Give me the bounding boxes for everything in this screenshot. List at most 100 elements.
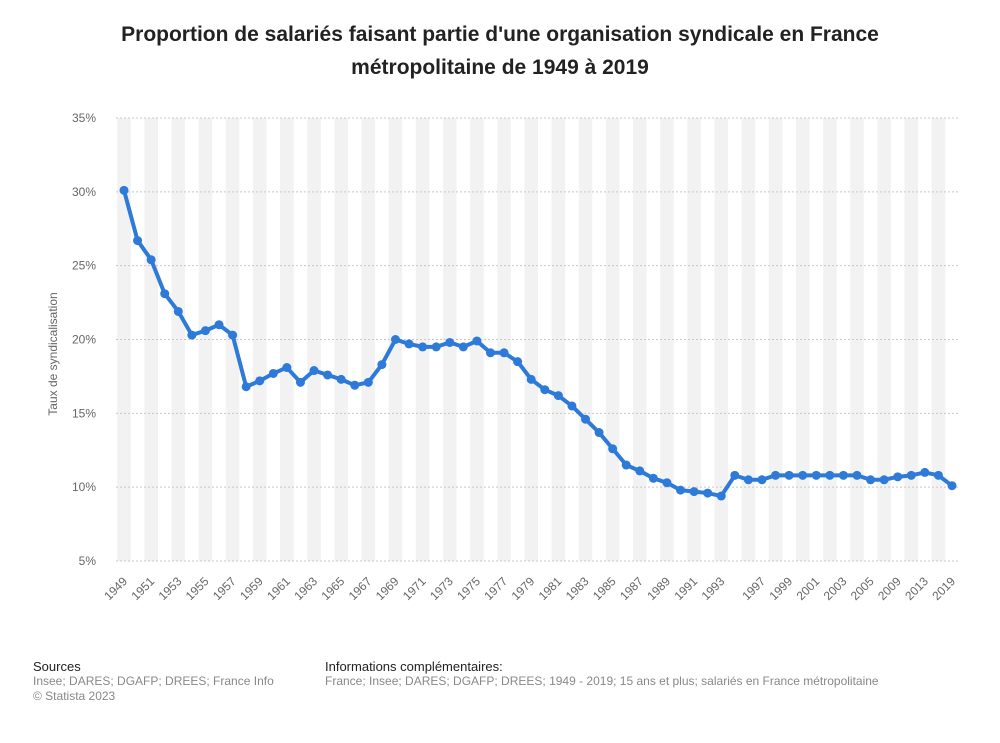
data-point[interactable]: [608, 444, 618, 454]
sources-heading: Sources: [33, 659, 81, 674]
data-point[interactable]: [635, 466, 645, 476]
info-heading: Informations complémentaires:: [325, 659, 503, 674]
data-point[interactable]: [838, 470, 848, 480]
x-tick-label: 1993: [699, 574, 728, 603]
background-band: [551, 118, 566, 561]
x-axis-ticks: 1949195119531955195719591961196319651967…: [101, 574, 958, 603]
data-point[interactable]: [893, 472, 903, 482]
data-point[interactable]: [716, 491, 726, 501]
data-point[interactable]: [933, 470, 943, 480]
series-line-group: [119, 185, 957, 501]
data-point[interactable]: [825, 470, 835, 480]
background-band: [252, 118, 267, 561]
data-point[interactable]: [499, 348, 509, 358]
data-point[interactable]: [445, 337, 455, 347]
data-point[interactable]: [513, 357, 523, 367]
data-point[interactable]: [282, 363, 292, 373]
data-point[interactable]: [458, 342, 468, 352]
data-point[interactable]: [268, 368, 278, 378]
data-point[interactable]: [594, 428, 604, 438]
data-point[interactable]: [336, 374, 346, 384]
x-tick-label: 2013: [902, 574, 931, 603]
data-point[interactable]: [798, 470, 808, 480]
data-point[interactable]: [133, 236, 143, 246]
data-point[interactable]: [730, 470, 740, 480]
data-point[interactable]: [540, 385, 550, 395]
data-point[interactable]: [418, 342, 428, 352]
data-point[interactable]: [363, 377, 373, 387]
x-tick-label: 1957: [210, 574, 239, 603]
background-band: [795, 118, 810, 561]
y-axis-label: Taux de syndicalisation: [46, 292, 60, 415]
gridlines: [116, 117, 960, 562]
background-band: [144, 118, 158, 561]
data-point[interactable]: [323, 370, 333, 380]
data-point[interactable]: [295, 377, 305, 387]
x-tick-label: 1961: [264, 574, 293, 603]
data-point[interactable]: [472, 336, 482, 346]
data-point[interactable]: [377, 360, 387, 370]
data-point[interactable]: [567, 401, 577, 411]
data-point[interactable]: [214, 320, 224, 330]
data-point[interactable]: [757, 475, 767, 485]
data-point[interactable]: [173, 306, 183, 316]
data-point[interactable]: [866, 475, 876, 485]
data-point[interactable]: [648, 473, 658, 483]
x-tick-label: 1987: [617, 574, 646, 603]
data-point[interactable]: [390, 335, 400, 344]
data-point[interactable]: [689, 487, 699, 497]
y-tick-label: 35%: [72, 111, 96, 125]
background-band: [524, 118, 538, 561]
x-tick-label: 1963: [291, 574, 320, 603]
x-tick-label: 1969: [373, 574, 402, 603]
data-point[interactable]: [852, 470, 862, 480]
info-text: France; Insee; DARES; DGAFP; DREES; 1949…: [325, 674, 879, 688]
data-point[interactable]: [526, 374, 536, 384]
data-point[interactable]: [784, 470, 794, 480]
footer-info: Informations complémentaires: France; In…: [325, 659, 879, 689]
data-point[interactable]: [743, 475, 753, 485]
background-band: [660, 118, 674, 561]
x-tick-label: 2001: [794, 574, 823, 603]
data-point[interactable]: [241, 382, 251, 392]
x-tick-label: 2009: [875, 574, 904, 603]
data-point[interactable]: [485, 348, 495, 358]
data-point[interactable]: [947, 481, 957, 491]
data-point[interactable]: [879, 475, 889, 485]
x-tick-label: 1991: [671, 574, 700, 603]
data-point[interactable]: [309, 366, 319, 376]
chart-title-line-2: métropolitaine de 1949 à 2019: [351, 56, 649, 79]
x-tick-label: 1981: [536, 574, 565, 603]
x-tick-label: 2019: [929, 574, 958, 603]
data-point[interactable]: [553, 391, 563, 401]
data-point[interactable]: [187, 330, 197, 340]
y-tick-label: 5%: [79, 554, 97, 568]
y-tick-label: 15%: [72, 406, 96, 420]
data-point[interactable]: [703, 488, 713, 498]
data-point[interactable]: [404, 339, 414, 349]
data-point[interactable]: [906, 470, 916, 480]
x-tick-label: 1989: [644, 574, 673, 603]
data-point[interactable]: [811, 470, 821, 480]
data-point[interactable]: [350, 380, 360, 390]
data-point[interactable]: [431, 342, 441, 352]
data-point[interactable]: [676, 485, 686, 495]
x-tick-label: 1965: [319, 574, 348, 603]
data-point[interactable]: [621, 460, 631, 470]
x-tick-label: 1973: [427, 574, 456, 603]
y-tick-label: 25%: [72, 259, 96, 273]
x-tick-label: 1997: [739, 574, 768, 603]
data-point[interactable]: [255, 376, 265, 386]
data-point[interactable]: [160, 289, 170, 299]
x-tick-label: 1953: [156, 574, 185, 603]
data-point[interactable]: [581, 414, 591, 424]
data-point[interactable]: [771, 470, 781, 480]
data-point[interactable]: [662, 478, 672, 488]
data-point[interactable]: [146, 255, 156, 265]
data-point[interactable]: [119, 185, 129, 195]
data-point[interactable]: [228, 330, 238, 340]
data-point[interactable]: [920, 467, 930, 477]
data-point[interactable]: [200, 326, 210, 336]
background-band: [768, 118, 783, 561]
